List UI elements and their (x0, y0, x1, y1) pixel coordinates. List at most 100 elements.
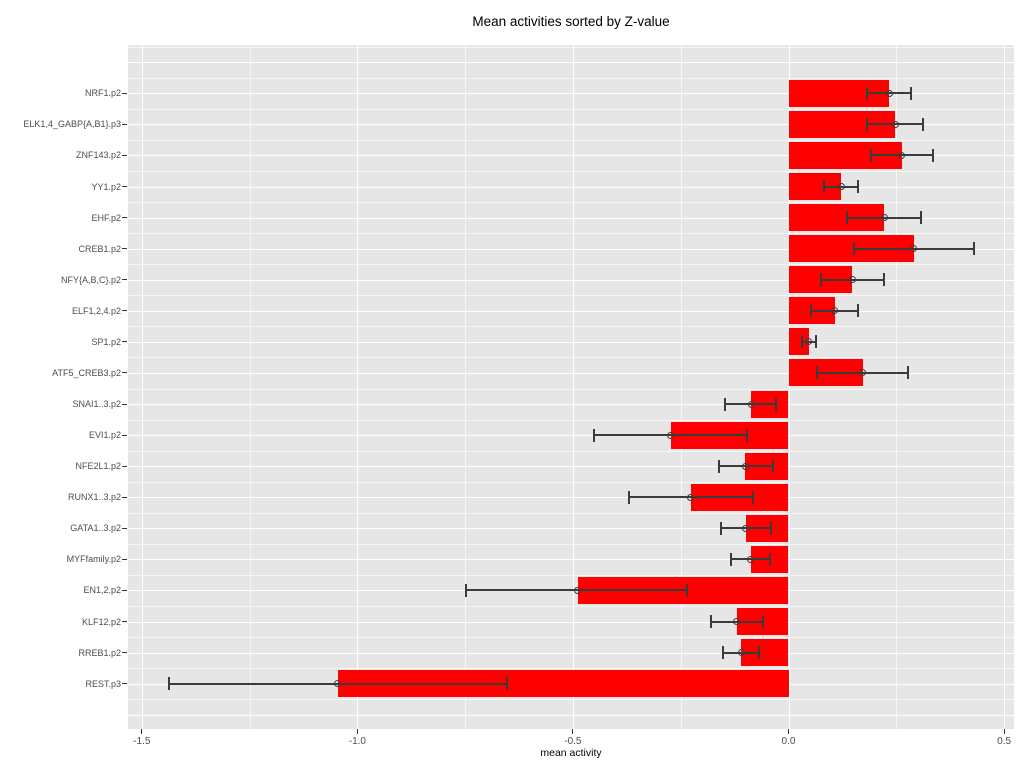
gridline-v-minor (249, 45, 251, 729)
gridline-v-minor (680, 45, 682, 729)
gridline-h-minor (128, 637, 1014, 638)
gridline-h-minor (128, 574, 1014, 576)
error-bar-cap (800, 335, 803, 349)
x-tick-label: 0.5 (997, 736, 1012, 747)
error-bar-cap (772, 459, 775, 473)
gridline-h-minor (128, 171, 1014, 172)
error-bar-cap (761, 615, 764, 628)
y-tick-mark (122, 652, 127, 654)
mean-point-marker (334, 680, 341, 688)
gridline-h-minor (128, 46, 1014, 48)
error-bar-cap (769, 552, 771, 566)
gridline-h-major (128, 310, 1014, 312)
error-bar-cap (809, 304, 812, 318)
y-tick-label: ELF1,2,4.p2 (71, 305, 121, 316)
y-tick-label: CREB1.p2 (78, 243, 121, 254)
gridline-h-major (128, 248, 1014, 250)
error-bar-cap (852, 242, 855, 256)
y-tick-mark (122, 310, 127, 312)
error-bar-cap (770, 521, 773, 535)
gridline-h-minor (128, 481, 1014, 483)
error-bar-cap (932, 148, 935, 162)
y-tick-mark (122, 92, 127, 94)
error-bar-cap (866, 86, 869, 100)
error-bar-cap (815, 335, 818, 349)
gridline-h-minor (128, 295, 1014, 297)
error-bar-cap (921, 117, 924, 131)
gridline-v-major (572, 45, 574, 729)
error-bar-cap (745, 428, 748, 442)
gridline-h-major (128, 652, 1014, 654)
gridline-h-major (128, 559, 1014, 561)
mean-point-marker (848, 276, 856, 284)
error-bar-cap (168, 677, 170, 691)
gridline-h-minor (128, 357, 1014, 359)
y-tick-label: RUNX1..3.p2 (67, 492, 121, 503)
y-tick-mark (122, 403, 127, 405)
mean-point-marker (885, 89, 893, 97)
gridline-v-major (141, 45, 143, 729)
mean-point-marker (880, 214, 888, 222)
error-bar-cap (758, 646, 761, 660)
gridline-h-major (128, 93, 1014, 95)
gridline-h-major (128, 497, 1014, 499)
gridline-h-minor (128, 512, 1014, 514)
error-bar-cap (856, 304, 859, 318)
y-tick-label: NRF1.p2 (84, 88, 121, 99)
gridline-h-major (128, 528, 1014, 530)
error-bar-cap (506, 677, 508, 691)
gridline-h-minor (128, 326, 1014, 328)
error-bar-cap (685, 583, 688, 597)
error-bar-cap (883, 273, 886, 287)
y-tick-mark (122, 558, 127, 560)
gridline-h-major (128, 155, 1014, 157)
gridline-h-major (128, 621, 1014, 623)
error-bar-cap (729, 552, 732, 566)
y-tick-mark (122, 279, 127, 281)
x-tick-label: -1.0 (348, 736, 366, 747)
error-bar-cap (972, 242, 975, 256)
mean-point-marker (910, 245, 917, 253)
mean-point-marker (737, 649, 745, 657)
y-tick-label: MYFfamily.p2 (66, 554, 121, 565)
error-bar-cap (709, 615, 712, 628)
y-tick-label: ZNF143.p2 (75, 150, 121, 161)
gridline-h-minor (128, 108, 1014, 110)
x-axis-title: mean activity (540, 747, 602, 759)
mean-point-marker (742, 524, 750, 532)
plot-panel (128, 45, 1014, 729)
y-tick-label: EN1,2.p2 (83, 585, 121, 596)
mean-point-marker (747, 400, 755, 408)
gridline-h-minor (128, 77, 1014, 79)
error-bar-cap (593, 428, 596, 442)
error-bar-cap (465, 583, 467, 597)
x-tick-mark (1003, 729, 1005, 734)
mean-point-marker (898, 151, 906, 159)
x-tick-label: 0.0 (781, 736, 796, 747)
y-tick-mark (122, 154, 127, 156)
gridline-h-minor (128, 668, 1014, 670)
y-tick-mark (122, 341, 127, 343)
y-tick-label: REST.p3 (85, 678, 121, 689)
y-tick-label: ELK1,4_GABP{A,B1}.p3 (23, 119, 121, 130)
mean-point-marker (747, 555, 755, 563)
gridline-h-minor (128, 606, 1014, 607)
gridline-v-minor (896, 45, 898, 729)
error-bar-cap (866, 117, 869, 131)
error-bar-cap (845, 211, 848, 225)
error-bar-cap (856, 180, 859, 193)
y-tick-mark (122, 248, 127, 250)
gridline-h-major (128, 124, 1014, 126)
error-bar-cap (723, 397, 726, 411)
y-tick-mark (122, 372, 127, 374)
y-tick-mark (122, 496, 127, 498)
y-tick-label: NFY{A,B,C}.p2 (60, 274, 121, 285)
error-bar-cap (910, 86, 912, 100)
gridline-h-major (128, 435, 1014, 437)
mean-point-marker (733, 618, 741, 625)
y-tick-label: RREB1.p2 (78, 647, 121, 658)
mean-point-marker (687, 493, 695, 501)
error-bar-cap (869, 148, 872, 162)
x-tick-mark (356, 729, 358, 734)
